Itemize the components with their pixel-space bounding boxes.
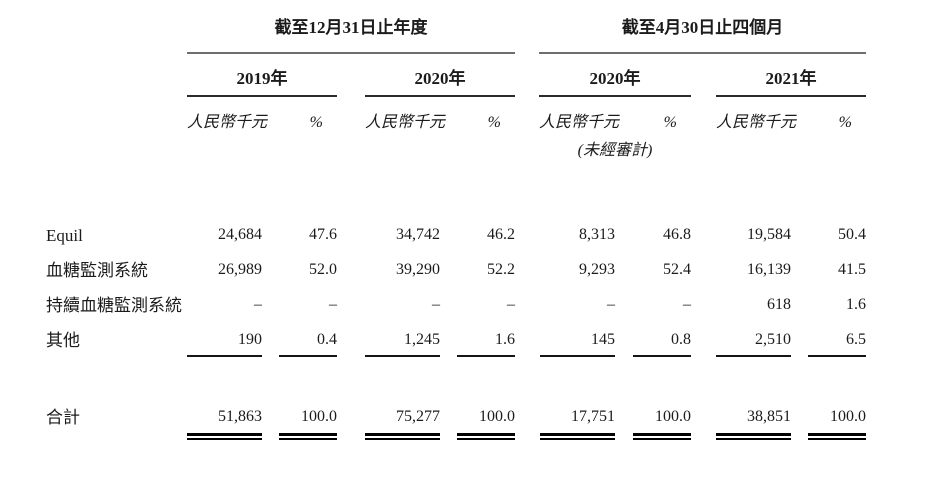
cell-value: 47.6 — [309, 226, 337, 243]
cell-value: 16,139 — [747, 261, 791, 278]
total-value: 51,863 — [187, 407, 262, 444]
currency-header: 人民幣千元 — [187, 114, 268, 131]
year-header-2021: 2021年 — [716, 54, 866, 97]
total-value: 100.0 — [791, 407, 866, 444]
cell-value: 52.4 — [663, 261, 691, 278]
revenue-breakdown-table: 截至12月31日止年度 截至4月30日止四個月 2019年 2020年 2020… — [46, 18, 868, 453]
table-row-cgm: 持續血糖監測系統 – – – – – – 618 1.6 — [46, 295, 868, 330]
cell-value: 24,684 — [218, 226, 262, 243]
row-label: 血糖監測系統 — [46, 261, 148, 280]
cell-value: 9,293 — [579, 261, 615, 278]
table-row-bgm: 血糖監測系統 26,989 52.0 39,290 52.2 9,293 52.… — [46, 260, 868, 295]
cell-value: – — [607, 296, 615, 313]
period-group-header-row: 截至12月31日止年度 截至4月30日止四個月 — [46, 18, 868, 54]
percent-header: % — [309, 114, 323, 131]
cell-value: 8,313 — [579, 226, 615, 243]
table-row-others: 其他 190 0.4 1,245 1.6 145 0.8 2,510 6.5 — [46, 330, 868, 365]
currency-header: 人民幣千元 — [539, 114, 620, 131]
table-row-equil: Equil 24,684 47.6 34,742 46.2 8,313 46.8… — [46, 225, 868, 260]
cell-value: 26,989 — [218, 261, 262, 278]
table-body: Equil 24,684 47.6 34,742 46.2 8,313 46.8… — [46, 225, 868, 453]
unaudited-note: (未經審計) — [577, 142, 653, 159]
total-value: 100.0 — [615, 407, 691, 444]
total-value: 17,751 — [539, 407, 615, 444]
period-group-title-four-months: 截至4月30日止四個月 — [539, 18, 866, 54]
cell-value: – — [683, 296, 691, 313]
cell-value: 52.0 — [309, 261, 337, 278]
row-label: Equil — [46, 226, 83, 245]
currency-header: 人民幣千元 — [716, 114, 797, 131]
cell-value: 39,290 — [396, 261, 440, 278]
total-label: 合計 — [46, 408, 80, 427]
row-label: 持續血糖監測系統 — [46, 296, 182, 315]
column-header-row: 人民幣千元 % 人民幣千元 % 人民幣千元 % 人民幣千元 % — [46, 113, 868, 133]
cell-value: – — [254, 296, 262, 313]
total-value: 75,277 — [365, 407, 440, 444]
row-label: 其他 — [46, 331, 80, 350]
cell-value: 618 — [767, 296, 791, 313]
cell-value: 190 — [187, 330, 262, 357]
cell-value: 1.6 — [440, 330, 515, 357]
total-value: 38,851 — [716, 407, 791, 444]
cell-value: 41.5 — [838, 261, 866, 278]
cell-value: 0.4 — [262, 330, 337, 357]
cell-value: 1,245 — [365, 330, 440, 357]
cell-value: 6.5 — [791, 330, 866, 357]
cell-value: – — [329, 296, 337, 313]
year-header-2020b: 2020年 — [539, 54, 691, 97]
cell-value: 19,584 — [747, 226, 791, 243]
percent-header: % — [838, 114, 852, 131]
cell-value: 0.8 — [615, 330, 691, 357]
unaudited-note-row: (未經審計) — [46, 141, 868, 161]
year-header-row: 2019年 2020年 2020年 2021年 — [46, 54, 868, 97]
year-header-2019: 2019年 — [187, 54, 337, 97]
cell-value: 1.6 — [846, 296, 866, 313]
currency-header: 人民幣千元 — [365, 114, 446, 131]
percent-header: % — [663, 114, 677, 131]
year-header-2020a: 2020年 — [365, 54, 515, 97]
total-value: 100.0 — [440, 407, 515, 444]
cell-value: – — [432, 296, 440, 313]
cell-value: 46.8 — [663, 226, 691, 243]
cell-value: 50.4 — [838, 226, 866, 243]
table-row-total: 合計 51,863 100.0 75,277 100.0 17,751 100.… — [46, 407, 868, 453]
cell-value: 46.2 — [487, 226, 515, 243]
cell-value: 2,510 — [716, 330, 791, 357]
total-value: 100.0 — [262, 407, 337, 444]
percent-header: % — [487, 114, 501, 131]
period-group-title-year-ended: 截至12月31日止年度 — [187, 18, 515, 54]
cell-value: 145 — [539, 330, 615, 357]
cell-value: 34,742 — [396, 226, 440, 243]
cell-value: – — [507, 296, 515, 313]
cell-value: 52.2 — [487, 261, 515, 278]
